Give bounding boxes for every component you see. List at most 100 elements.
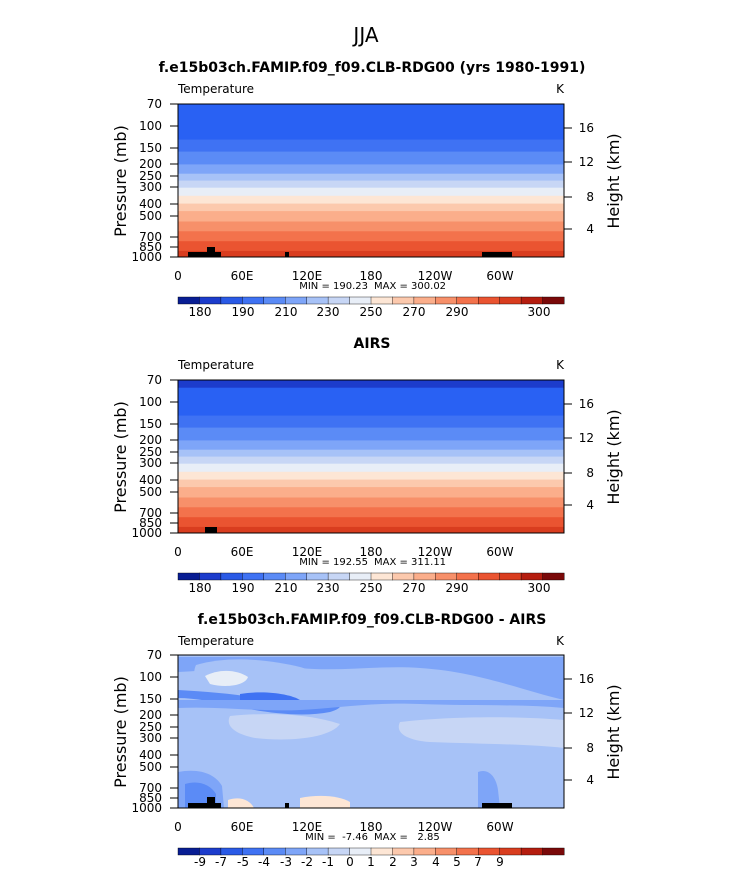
- panel-1-x-tick: 60W: [486, 269, 513, 283]
- panel-2-surface-topography: [205, 527, 217, 533]
- panel-2-colorbar-swatch: [542, 572, 565, 581]
- panel-3-topo-block: [207, 797, 215, 803]
- panel-3-colorbar-label: 4: [432, 855, 440, 869]
- panel-3-frame: [177, 654, 565, 809]
- panel-1-band: [178, 139, 564, 152]
- panel-3-x-tick: 180: [360, 820, 383, 834]
- figure-season-title: JJA: [351, 23, 378, 47]
- panel-1-band: [178, 104, 564, 141]
- panel-1-topo-block: [482, 252, 512, 257]
- panel-1-x-tick: 60E: [231, 269, 254, 283]
- panel-3-x-tick: 60W: [486, 820, 513, 834]
- panel-3-y-ticks: 70 100 150 200 250 300 400 500 700 850 1…: [131, 648, 162, 815]
- panel-1-colorbar-label: 190: [232, 305, 255, 319]
- panel-2-stats-max: MAX = 311.11: [374, 557, 446, 568]
- panel-3-y-tick: 1000: [131, 801, 162, 815]
- panel-3-right-tick: 4: [586, 773, 594, 787]
- panel-3-colorbar-swatch: [285, 847, 308, 856]
- panel-2-frame: [177, 379, 565, 534]
- panel-3-right-tick: 16: [579, 672, 594, 686]
- panel-3-colorbar-swatch: [542, 847, 565, 856]
- panel-1-band: [178, 203, 564, 212]
- panel-3-colorbar-swatch: [177, 847, 200, 856]
- panel-2-stats-min: MIN = 192.55: [299, 557, 368, 568]
- panel-3-anomaly-region: [478, 770, 500, 808]
- panel-3-title: f.e15b03ch.FAMIP.f09_f09.CLB-RDG00 - AIR…: [198, 612, 547, 628]
- panel-1-band: [178, 211, 564, 223]
- panel-1-colorbar-swatch: [520, 296, 543, 305]
- panel-2-right-tick: 12: [579, 431, 594, 445]
- panel-1-colorbar-swatch: [478, 296, 501, 305]
- panel-2-y-tick: 850: [139, 516, 162, 530]
- panel-1-colorbar-swatch: [392, 296, 415, 305]
- panel-3-colorbar-swatch: [435, 847, 458, 856]
- panel-2-colorbar-swatch: [199, 572, 222, 581]
- panel-2-colorbar-swatch: [456, 572, 479, 581]
- panel-3-y-tick: 100: [139, 670, 162, 684]
- panel-2-right-tick: 8: [586, 466, 594, 480]
- panel-2-plot-area: [178, 380, 564, 534]
- panel-3-x-tick: 0: [174, 820, 182, 834]
- panel-1-y-tick-marks: [170, 103, 178, 258]
- panel-2-band: [178, 497, 564, 508]
- panel-2-topo-block: [205, 527, 217, 533]
- panel-3-x-tick: 120W: [418, 820, 453, 834]
- panel-3-stats-min: MIN = -7.46: [305, 832, 368, 843]
- panel-1-colorbar-label: 180: [189, 305, 212, 319]
- panel-2-colorbar-swatch: [177, 572, 200, 581]
- panel-3-colorbar-label: 0: [346, 855, 354, 869]
- panel-1-colorbar-swatch: [413, 296, 436, 305]
- panel-2-band: [178, 427, 564, 441]
- panel-2: AIRS Temperature K 70 100 150 200 250 30…: [111, 336, 623, 595]
- panel-2-colorbar-swatch: [349, 572, 372, 581]
- panel-1-frame: [177, 103, 565, 258]
- panel-2-band: [178, 449, 564, 458]
- panel-1-colorbar-swatch: [499, 296, 522, 305]
- panel-1-variable: Temperature: [177, 82, 254, 96]
- panel-1-units: K: [556, 82, 565, 96]
- panel-1-colorbar-label: 270: [403, 305, 426, 319]
- panel-3-colorbar-swatch: [392, 847, 415, 856]
- panel-3-y-tick: 250: [139, 720, 162, 734]
- panel-3-colorbar-swatch: [499, 847, 522, 856]
- panel-3-y-tick: 150: [139, 692, 162, 706]
- panel-1-colorbar-swatch: [435, 296, 458, 305]
- panel-1-band: [178, 180, 564, 189]
- panel-3-topo-block: [482, 803, 512, 808]
- panel-1-colorbar-swatch: [349, 296, 372, 305]
- panel-3-colorbar-swatch: [520, 847, 543, 856]
- panel-1-right-tick: 12: [579, 155, 594, 169]
- panel-2-colorbar-swatch: [478, 572, 501, 581]
- panel-2-units: K: [556, 358, 565, 372]
- panel-1-band: [178, 250, 564, 258]
- panel-3-topo-block: [285, 803, 289, 808]
- panel-3-colorbar-label: -1: [322, 855, 334, 869]
- panel-3-anomaly-region: [194, 659, 316, 698]
- panel-2-ylabel: Pressure (mb): [111, 401, 130, 513]
- panel-3-colorbar-swatch: [242, 847, 265, 856]
- panel-1-x-tick: 180: [360, 269, 383, 283]
- panel-2-band: [178, 526, 564, 534]
- panel-2-colorbar-labels: 180 190 210 230 250 270 290 300: [189, 581, 551, 595]
- panel-3-colorbar-label: 9: [496, 855, 504, 869]
- panel-3-anomaly-region: [205, 670, 248, 686]
- panel-1-y-tick: 500: [139, 209, 162, 223]
- panel-3-anomaly-region: [178, 700, 564, 711]
- panel-3-colorbar-swatch: [349, 847, 372, 856]
- panel-3-colorbar-label: 7: [474, 855, 482, 869]
- panel-1-colorbar-swatch: [242, 296, 265, 305]
- panel-1-y-tick: 1000: [131, 250, 162, 264]
- panel-1-colorbar-label: 230: [317, 305, 340, 319]
- panel-1-band: [178, 164, 564, 175]
- panel-2-y-tick: 1000: [131, 526, 162, 540]
- panel-2-band: [178, 456, 564, 465]
- panel-1-x-tick: 0: [174, 269, 182, 283]
- panel-2-band: [178, 415, 564, 428]
- panel-3-colorbar-swatch: [199, 847, 222, 856]
- panel-3-anomaly-region: [300, 795, 350, 808]
- panel-2-y-tick: 700: [139, 506, 162, 520]
- panel-2-right-tick: 4: [586, 498, 594, 512]
- panel-2-colorbar: [177, 572, 565, 581]
- panel-3-variable: Temperature: [177, 634, 254, 648]
- panel-3-colorbar-swatch: [413, 847, 436, 856]
